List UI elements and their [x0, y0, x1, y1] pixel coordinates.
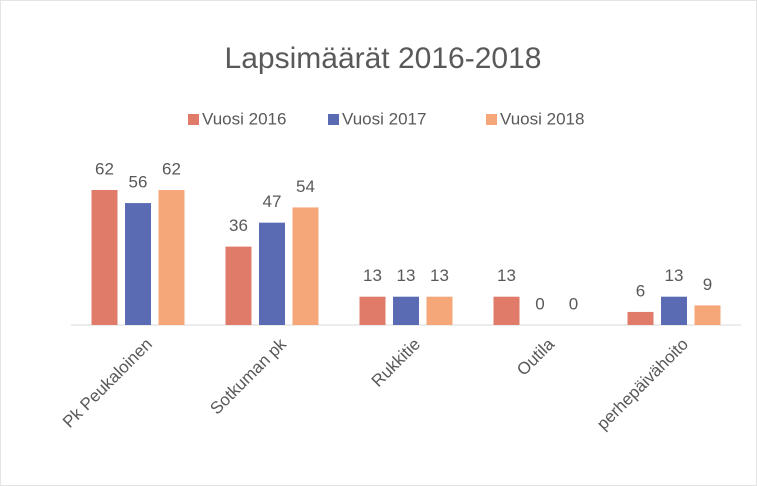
bar [627, 311, 654, 325]
data-label: 0 [535, 294, 544, 313]
legend-label: Vuosi 2018 [500, 109, 584, 128]
legend-swatch [328, 114, 339, 125]
bar [259, 222, 285, 325]
bar [225, 246, 252, 325]
bar [292, 207, 319, 325]
data-label: 0 [569, 294, 578, 313]
data-label: 9 [703, 275, 712, 294]
data-label: 47 [263, 192, 282, 211]
legend-label: Vuosi 2016 [202, 109, 286, 128]
data-label: 56 [129, 173, 148, 192]
data-label: 13 [430, 266, 449, 285]
legend-swatch [188, 114, 199, 125]
data-label: 6 [636, 281, 645, 300]
bar [694, 305, 721, 325]
bar [393, 296, 419, 325]
bar [359, 296, 386, 325]
data-label: 13 [497, 266, 516, 285]
bar [493, 296, 520, 325]
bar [91, 190, 118, 325]
legend-swatch [486, 114, 497, 125]
bar [661, 296, 687, 325]
chart-title: Lapsimäärät 2016-2018 [225, 42, 542, 75]
data-label: 62 [162, 159, 181, 178]
bar [426, 296, 453, 325]
data-label: 13 [665, 266, 684, 285]
bar [158, 190, 185, 325]
data-label: 13 [363, 266, 382, 285]
data-label: 36 [229, 216, 248, 235]
data-label: 62 [95, 159, 114, 178]
data-label: 54 [296, 177, 315, 196]
data-label: 13 [397, 266, 416, 285]
legend-label: Vuosi 2017 [342, 109, 426, 128]
bar [125, 203, 151, 325]
